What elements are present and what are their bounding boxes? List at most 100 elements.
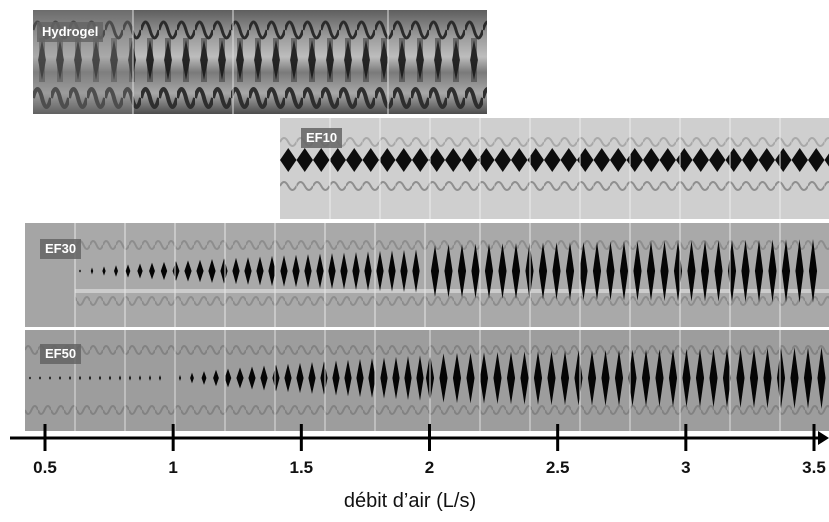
oscillation-mark bbox=[404, 355, 412, 401]
oscillation-mark bbox=[272, 364, 280, 392]
x-tick-label: 3 bbox=[681, 458, 691, 477]
oscillation-mark bbox=[655, 349, 664, 407]
oscillation-mark bbox=[376, 250, 384, 292]
oscillation-mark bbox=[552, 242, 561, 300]
panel-label-ef10: EF10 bbox=[301, 128, 343, 148]
oscillation-mark bbox=[633, 241, 642, 301]
oscillation-mark bbox=[190, 372, 194, 384]
oscillation-mark bbox=[380, 357, 388, 399]
oscillation-mark bbox=[308, 362, 316, 394]
oscillation-mark bbox=[125, 264, 131, 278]
oscillation-mark bbox=[158, 375, 162, 381]
x-tick-label: 1 bbox=[168, 458, 178, 477]
oscillation-mark bbox=[741, 239, 750, 303]
panel-ef30: EF30 bbox=[25, 223, 829, 327]
oscillation-mark bbox=[579, 241, 588, 301]
oscillation-mark bbox=[673, 240, 683, 302]
panel-label-ef50: EF50 bbox=[40, 344, 82, 364]
oscillation-mark bbox=[400, 249, 408, 293]
oscillation-mark bbox=[368, 358, 376, 398]
oscillation-mark bbox=[284, 363, 292, 393]
oscillation-mark bbox=[268, 255, 276, 287]
oscillation-mark bbox=[808, 239, 818, 303]
oscillation-mark bbox=[498, 243, 507, 299]
oscillation-mark bbox=[781, 239, 791, 303]
oscillation-mark bbox=[352, 251, 360, 291]
oscillation-mark bbox=[619, 241, 629, 301]
x-tick-label: 2 bbox=[424, 458, 435, 477]
oscillation-mark bbox=[687, 240, 696, 302]
x-tick-label: 2.5 bbox=[545, 458, 570, 477]
panel-label-hydrogel: Hydrogel bbox=[37, 22, 104, 42]
oscillation-mark bbox=[109, 375, 111, 381]
oscillation-mark bbox=[646, 241, 656, 301]
oscillation-mark bbox=[328, 253, 336, 289]
oscillation-mark bbox=[749, 347, 759, 409]
oscillation-mark bbox=[280, 255, 288, 287]
x-tick-label: 0.5 bbox=[33, 458, 57, 477]
panel-hydrogel: Hydrogel bbox=[33, 10, 487, 114]
oscillation-mark bbox=[69, 375, 71, 381]
oscillation-mark bbox=[511, 243, 521, 299]
oscillation-mark bbox=[803, 347, 813, 409]
oscillation-mark bbox=[660, 240, 669, 302]
oscillation-mark bbox=[560, 350, 570, 406]
oscillation-mark bbox=[178, 375, 182, 381]
oscillation-mark bbox=[392, 356, 400, 400]
oscillation-mark bbox=[79, 269, 81, 273]
oscillation-mark bbox=[364, 251, 372, 291]
oscillation-mark bbox=[236, 367, 244, 389]
oscillation-mark bbox=[388, 250, 396, 292]
x-tick-label: 1.5 bbox=[289, 458, 314, 477]
oscillation-mark bbox=[628, 349, 637, 407]
oscillation-mark bbox=[479, 352, 489, 404]
oscillation-mark bbox=[695, 348, 705, 408]
oscillation-mark bbox=[768, 239, 777, 303]
oscillation-mark bbox=[340, 252, 348, 290]
oscillation-mark bbox=[320, 361, 328, 395]
oscillation-mark bbox=[565, 242, 575, 300]
oscillation-mark bbox=[208, 259, 216, 283]
oscillation-mark bbox=[439, 353, 448, 403]
x-axis-arrow-icon bbox=[818, 431, 829, 445]
oscillation-mark bbox=[90, 267, 94, 275]
oscillation-mark bbox=[714, 240, 723, 302]
oscillation-mark bbox=[224, 368, 232, 388]
oscillation-mark bbox=[296, 362, 304, 394]
oscillation-mark bbox=[641, 349, 651, 407]
oscillation-mark bbox=[160, 261, 168, 281]
oscillation-mark bbox=[736, 348, 745, 408]
x-axis-title: débit d’air (L/s) bbox=[343, 490, 477, 512]
oscillation-mark bbox=[520, 351, 529, 405]
oscillation-mark bbox=[99, 375, 101, 381]
oscillation-mark bbox=[139, 375, 141, 381]
oscillation-mark bbox=[601, 350, 610, 406]
oscillation-mark bbox=[412, 249, 420, 293]
ef30-image bbox=[25, 223, 829, 327]
oscillation-mark bbox=[292, 254, 300, 288]
oscillation-mark bbox=[587, 350, 597, 406]
oscillation-mark bbox=[547, 350, 556, 406]
oscillation-mark bbox=[332, 360, 340, 396]
x-tick-label: 3.5 bbox=[802, 458, 826, 477]
oscillation-mark bbox=[244, 257, 252, 285]
oscillation-mark bbox=[89, 375, 91, 381]
ef30-oscillation-marks bbox=[79, 239, 818, 303]
oscillation-mark bbox=[304, 254, 312, 288]
oscillation-mark bbox=[668, 349, 678, 407]
oscillation-mark bbox=[416, 355, 424, 401]
oscillation-mark bbox=[201, 371, 207, 385]
oscillation-mark bbox=[592, 241, 602, 301]
oscillation-mark bbox=[260, 365, 268, 391]
oscillation-mark bbox=[39, 376, 41, 380]
oscillation-mark bbox=[471, 243, 480, 299]
oscillation-mark bbox=[220, 258, 228, 284]
oscillation-mark bbox=[709, 348, 718, 408]
oscillation-mark bbox=[727, 240, 737, 302]
oscillation-mark bbox=[682, 348, 691, 408]
oscillation-mark bbox=[776, 347, 786, 409]
oscillation-mark bbox=[466, 352, 475, 404]
oscillation-mark bbox=[484, 243, 494, 299]
oscillation-mark bbox=[114, 265, 118, 277]
oscillation-mark bbox=[119, 375, 121, 381]
